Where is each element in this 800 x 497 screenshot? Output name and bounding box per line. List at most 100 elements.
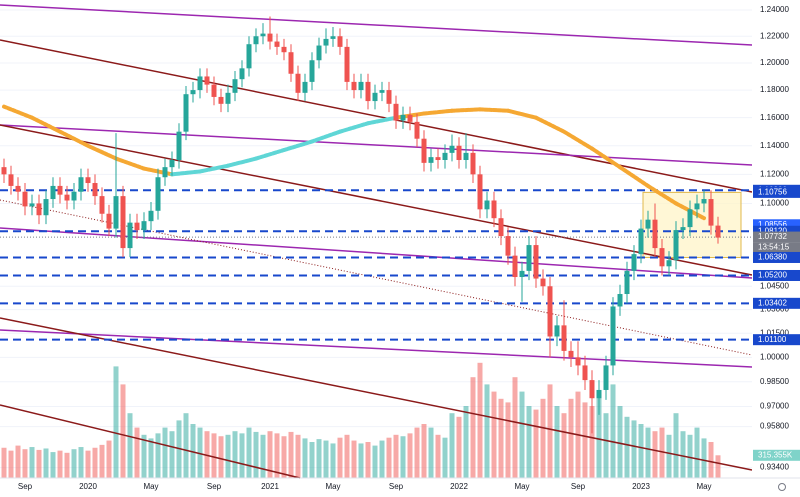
candle-body [295,73,301,93]
x-tick-label: Sep [207,482,222,491]
candle-body [169,159,175,168]
candle-body [547,286,553,337]
x-tick-label: Sep [389,482,404,491]
volume-bar [113,366,119,478]
volume-bar [519,391,525,478]
candle-body [386,90,392,104]
candle-body [568,350,574,358]
ma-segment [2,104,34,120]
volume-bar [330,443,336,478]
volume-bar [505,402,511,478]
candle-body [596,389,602,399]
candle-body [421,138,427,163]
volume-bar [659,427,665,478]
volume-bar [22,449,28,478]
trendline [0,39,753,193]
volume-bar [225,434,231,478]
volume-bar [554,406,560,478]
volume-bar [127,413,133,478]
trendline [0,317,753,471]
level-label-box [753,269,800,281]
volume-bar [281,436,287,478]
volume-bar [253,431,259,478]
volume-bar [15,445,21,478]
candle-body [470,152,476,175]
volume-bar [456,416,462,478]
candle-body [134,222,140,231]
volume-bar [232,431,238,478]
candle-body [715,225,721,238]
volume-bar [155,433,161,478]
candle-body [554,325,560,337]
y-tick-label: 1.00000 [760,352,789,361]
volume-bar [421,424,427,478]
candle-body [204,76,210,85]
level-label: 1.03402 [758,298,787,307]
axis-labels: 1.24000 1.22000 1.20000 1.18000 1.16000 1.140… [18,5,800,491]
x-tick-label: 2020 [79,482,97,491]
candle-body [344,46,350,82]
y-tick-label: 1.10000 [760,199,789,208]
volume-bar [92,447,98,478]
volume-bar [85,450,91,478]
candle-body [8,174,14,186]
volume-bar [218,436,224,478]
volume-bar [708,442,714,478]
candle-body [120,196,126,249]
volume-label-box [753,449,800,461]
settings-icon[interactable] [778,483,786,491]
level-label-box [753,225,800,237]
candle-body [365,81,371,102]
volume-bar [589,406,595,478]
volume-bar [400,436,406,478]
volume-bar [617,406,623,478]
x-tick-label: Sep [18,482,33,491]
candle-body [533,245,539,279]
volume-bar [358,443,364,478]
candle-body [687,209,693,228]
candle-body [155,177,161,211]
candle-body [659,248,665,267]
candle-body [113,196,119,229]
volume-bar [491,391,497,478]
candle-body [582,365,588,381]
candle-body [274,41,280,47]
candle-body [477,174,483,210]
candle-body [428,157,434,163]
trendline [0,124,753,276]
level-label-box [753,186,800,198]
volume-bar [449,413,455,478]
candle-body [78,177,84,192]
volume-bar [561,413,567,478]
volume-bar [568,398,574,478]
candle-body [141,221,147,231]
volume-bar [1,447,7,478]
candle-body [512,255,518,278]
volume-bar [393,434,399,478]
volume-bar [141,434,147,478]
volume-bar [120,384,126,478]
candle-body [316,45,322,61]
candle-body [603,365,609,390]
volume-bar [288,431,294,478]
candle-body [211,84,217,97]
candle-body [71,191,77,201]
volume-bar [309,442,315,478]
volume-bar [526,406,532,478]
volume-bar [442,437,448,478]
level-label: 1.10756 [758,187,787,196]
volume-bar [652,431,658,478]
candle-body [57,185,63,195]
trendline [0,404,301,479]
candle-body [526,245,532,271]
volume-bar [673,413,679,478]
ma-segment [534,115,566,134]
volume-bar [190,424,196,478]
volume-bar [323,440,329,478]
candle-body [323,38,329,46]
y-tick-label: 1.04500 [760,281,789,290]
ma-segment [310,129,342,144]
volume-bar [484,384,490,478]
volume-bar [316,439,322,478]
trendline [0,199,753,356]
